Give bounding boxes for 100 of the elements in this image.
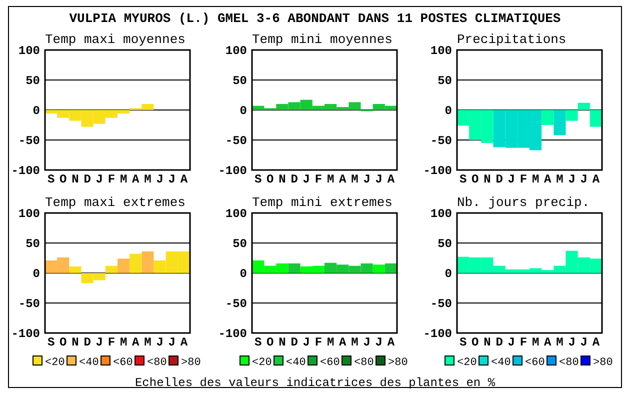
x-tick-label: N [484,172,491,187]
x-tick-label: M [144,172,152,187]
y-tick-label: -100 [218,164,247,178]
x-tick-label: M [120,172,128,187]
x-tick-label: N [278,336,286,350]
y-tick-label: -100 [423,326,452,341]
text: VULPIA MYUROS (L.) GMEL 3-6 ABONDANT DANS 11 POSTES CLIMATIQUES [69,11,561,26]
legend-label: <20 [252,357,272,369]
x-tick-label: A [544,336,552,350]
bar [69,266,82,273]
y-tick-label: -50 [18,296,40,311]
x-tick-label: M [120,336,128,350]
x-tick-label: A [387,336,396,350]
chart-title: Temp maxi moyennes [45,32,186,47]
x-tick-label: J [363,336,370,350]
legend-label: >80 [593,357,613,369]
x-tick-label: J [375,336,382,350]
legend-label: <80 [559,357,579,369]
y-tick-label: 50 [232,74,247,88]
x-tick-label: N [278,172,286,187]
x-tick-label: J [363,172,370,187]
x-tick-label: O [266,336,274,350]
chart-title: Precipitations [457,32,566,47]
y-tick-label: 50 [438,74,452,88]
legend-label: <60 [320,357,340,369]
y-tick-label: 50 [438,236,452,251]
x-tick-label: A [592,336,600,350]
y-tick-label: 50 [26,236,40,251]
x-tick-label: F [314,172,322,187]
legend-label: <80 [147,357,167,369]
x-tick-label: F [108,336,116,350]
legend-label: <60 [113,357,133,369]
x-tick-label: O [472,336,479,350]
x-tick-label: A [339,336,348,350]
y-tick-label: -100 [218,326,247,341]
legend-label: <20 [45,357,65,369]
y-tick-label: -100 [423,164,452,178]
x-tick-label: J [156,172,164,187]
text: Echelles des valeurs indicatrices des plantes en % [134,376,496,390]
bar [105,266,118,273]
x-tick-label: J [156,336,164,350]
y-tick-label: -100 [11,164,40,178]
x-tick-label: M [532,336,540,350]
x-tick-label: J [568,172,576,187]
legend-label: <80 [354,357,374,369]
chart-title: Nb. jours precip. [457,195,590,210]
x-tick-label: A [132,336,140,350]
legend-label: <20 [457,357,477,369]
x-tick-label: J [568,336,576,350]
x-tick-label: O [60,172,67,187]
bar [288,263,300,273]
y-tick-label: 0 [444,266,452,281]
y-tick-label: 100 [225,206,247,221]
y-tick-label: 100 [225,44,247,58]
x-tick-label: N [484,336,491,350]
y-tick-label: 100 [18,44,40,58]
bar [372,264,385,273]
x-tick-label: A [592,172,600,187]
y-tick-label: -50 [225,134,247,148]
bar [118,258,130,273]
x-tick-label: O [472,172,479,187]
x-tick-label: D [290,172,298,187]
x-tick-label: J [375,172,382,187]
x-tick-label: S [254,336,262,350]
x-tick-label: A [387,172,396,187]
x-tick-label: M [532,172,540,187]
x-tick-label: J [302,172,310,187]
x-tick-label: N [72,172,79,187]
legend-label: <40 [79,357,99,369]
y-tick-label: -50 [430,296,452,311]
y-tick-label: -100 [11,326,40,341]
x-tick-label: D [496,336,503,350]
y-tick-label: 0 [240,266,247,281]
x-tick-label: M [326,172,334,187]
bar [130,254,142,273]
y-tick-label: 100 [18,206,40,221]
x-tick-label: A [180,172,188,187]
x-tick-label: D [290,336,298,350]
x-tick-label: J [508,172,515,187]
x-tick-label: S [47,336,55,350]
x-tick-label: S [254,172,262,187]
x-tick-label: S [459,336,467,350]
y-tick-label: 0 [240,104,247,118]
legend-label: >80 [181,357,201,369]
legend-label: <40 [286,357,306,369]
y-tick-label: 0 [444,104,452,118]
x-tick-label: J [508,336,515,350]
x-tick-label: M [144,336,152,350]
x-tick-label: F [314,336,322,350]
x-tick-label: A [339,172,348,187]
y-tick-label: -50 [18,134,40,148]
x-tick-label: D [84,172,91,187]
x-tick-label: F [520,336,528,350]
x-tick-label: M [351,172,358,187]
y-tick-label: 0 [32,266,40,281]
x-tick-label: J [580,172,588,187]
legend-label: <40 [491,357,511,369]
y-tick-label: -50 [430,134,452,148]
bar [142,251,154,273]
bar [384,263,397,273]
